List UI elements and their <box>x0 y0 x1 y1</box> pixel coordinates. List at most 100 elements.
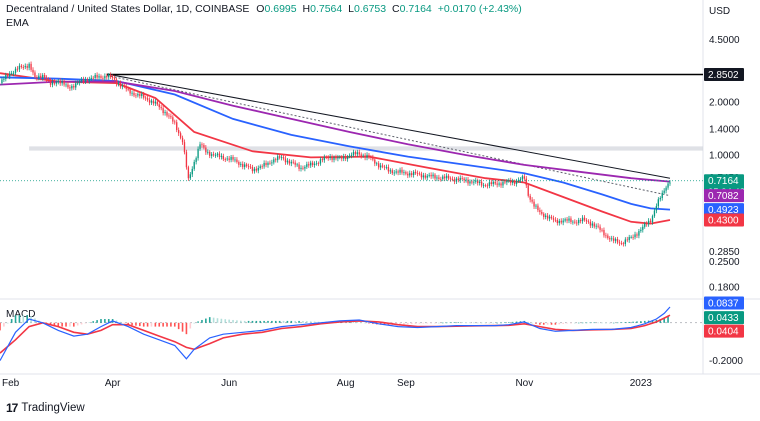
candle-body <box>271 162 273 164</box>
ema-line-2 <box>0 80 671 183</box>
candle-body <box>480 181 483 186</box>
price-tick-label: 4.5000 <box>709 35 740 46</box>
candle-body <box>38 75 40 79</box>
macd-indicator-label[interactable]: MACD <box>6 309 36 320</box>
candle-body <box>651 216 654 223</box>
candle-body <box>69 87 71 89</box>
price-badge-label: 0.0837 <box>708 298 739 309</box>
macd-histogram-bar <box>562 322 564 324</box>
candle-body <box>282 157 285 159</box>
candle-body <box>144 97 147 99</box>
macd-histogram-bar <box>181 322 184 332</box>
candle-body <box>442 176 444 179</box>
tradingview-brand[interactable]: 17 TradingView <box>6 401 85 415</box>
candle-body <box>519 179 522 181</box>
ema-indicator-label[interactable]: EMA <box>6 17 29 29</box>
candle-body <box>428 174 430 176</box>
macd-histogram-bar <box>438 322 440 324</box>
macd-histogram-bar <box>403 322 405 325</box>
macd-histogram-bar <box>294 320 296 323</box>
candle-body <box>603 229 605 236</box>
macd-histogram-bar <box>651 320 654 323</box>
macd-histogram-bar <box>216 318 219 323</box>
macd-histogram-bar <box>546 322 549 325</box>
macd-histogram-bar <box>92 321 95 323</box>
macd-histogram-bar <box>531 322 533 324</box>
candle-body <box>96 74 98 78</box>
chart-canvas[interactable]: USD 4.50002.85002.00001.40001.00000.7450… <box>0 0 760 400</box>
candle-body <box>612 238 615 241</box>
candle-body <box>28 63 30 68</box>
macd-histogram-bar <box>298 320 300 323</box>
candle-body <box>249 166 252 168</box>
macd-histogram-bar <box>6 322 9 324</box>
candle-body <box>350 155 353 157</box>
candle-body <box>40 75 42 79</box>
candle-body <box>240 163 242 165</box>
candle-body <box>292 161 294 163</box>
price-badge-label: 0.7164 <box>708 176 739 187</box>
macd-histogram-bar <box>410 322 413 325</box>
candle-body <box>280 157 283 158</box>
candle-body <box>616 239 619 243</box>
macd-histogram-bar <box>585 322 588 324</box>
candle-body <box>298 164 300 169</box>
candle-body <box>389 170 392 172</box>
macd-histogram-bar <box>539 322 541 325</box>
macd-histogram-bar <box>414 322 417 324</box>
macd-histogram-bar <box>612 322 615 324</box>
macd-histogram-bar <box>84 322 87 324</box>
candle-body <box>263 162 265 167</box>
candle-body <box>152 100 155 104</box>
candle-body <box>150 100 153 103</box>
time-tick-label: Sep <box>397 378 415 389</box>
candle-body <box>244 164 246 167</box>
candle-body <box>397 171 399 173</box>
candle-body <box>170 116 172 118</box>
candle-body <box>591 223 593 226</box>
candle-body <box>504 181 506 183</box>
macd-histogram-bar <box>306 321 308 323</box>
candle-body <box>422 175 425 178</box>
time-axis[interactable]: Feb Apr Jun Aug Sep Nov 2023 <box>2 378 652 389</box>
candle-body <box>191 168 193 175</box>
macd-histogram-bar <box>577 322 580 324</box>
candle-body <box>605 235 607 237</box>
candle-body <box>47 79 50 81</box>
macd-pane: -0.2000 0.0837 0.0433 0.0404 <box>0 296 744 367</box>
candle-body <box>393 172 395 174</box>
candle-body <box>424 175 426 178</box>
macd-histogram-bar <box>640 321 642 323</box>
candle-body <box>585 219 588 222</box>
candle-body <box>473 181 475 183</box>
trendlines[interactable] <box>106 73 671 197</box>
candle-body <box>568 218 570 221</box>
macd-histogram-bar <box>255 320 258 323</box>
candle-body <box>418 173 421 175</box>
open-label: O <box>256 3 265 15</box>
price-badge-label: 0.4923 <box>708 205 739 216</box>
macd-histogram-bar <box>170 322 172 327</box>
candle-body <box>405 172 407 174</box>
macd-histogram-bar <box>566 322 568 324</box>
candle-body <box>513 181 516 184</box>
candle-body <box>183 142 186 153</box>
candle-body <box>523 176 526 179</box>
candle-body <box>247 165 250 167</box>
candle-body <box>657 199 660 207</box>
tradingview-logo-icon: 17 <box>6 401 18 415</box>
macd-histogram-bar <box>527 321 530 323</box>
candle-body <box>43 75 46 78</box>
macd-histogram-bar <box>628 321 631 323</box>
macd-histogram-bar <box>286 320 289 323</box>
macd-tick-label: -0.2000 <box>709 356 743 367</box>
macd-histogram-bar <box>469 322 471 324</box>
macd-histogram-bar <box>550 322 553 325</box>
dotted-trendline <box>106 74 671 197</box>
candle-body <box>201 144 203 146</box>
candle-body <box>20 65 23 68</box>
symbol-title: Decentraland / United States Dollar, 1D,… <box>6 3 250 15</box>
candle-body <box>490 182 493 185</box>
candle-body <box>261 166 263 168</box>
candle-body <box>366 154 368 158</box>
